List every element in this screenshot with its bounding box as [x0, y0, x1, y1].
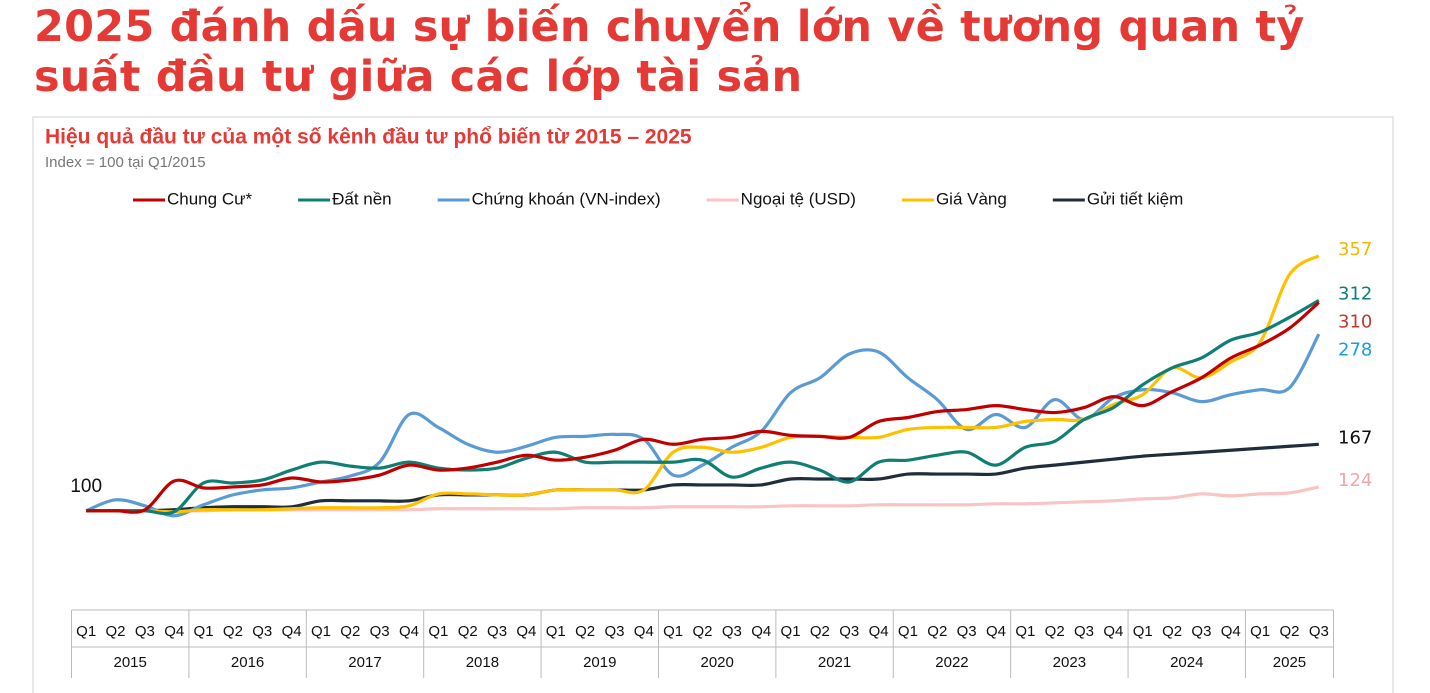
x-group-label: 2021 [818, 654, 851, 671]
x-tick-label: Q4 [869, 623, 889, 640]
x-tick-label: Q2 [692, 623, 712, 640]
x-tick-label: Q3 [1191, 623, 1211, 640]
x-group-label: 2017 [348, 654, 381, 671]
legend-label: Giá Vàng [936, 189, 1007, 208]
x-tick-label: Q3 [957, 623, 977, 640]
x-tick-label: Q2 [458, 623, 478, 640]
end-label: 357 [1338, 239, 1372, 260]
x-tick-label: Q3 [370, 623, 390, 640]
x-tick-label: Q3 [252, 623, 272, 640]
x-group-label: 2016 [231, 654, 264, 671]
x-group-label: 2022 [935, 654, 968, 671]
x-group-label: 2025 [1273, 654, 1306, 671]
series-line [86, 442, 1319, 513]
x-tick-label: Q3 [722, 623, 742, 640]
x-tick-label: Q1 [546, 623, 566, 640]
x-group-label: 2024 [1170, 654, 1203, 671]
start-label: 100 [70, 476, 102, 497]
x-tick-label: Q3 [487, 623, 507, 640]
series-line [85, 333, 1321, 518]
x-tick-label: Q3 [604, 623, 624, 640]
x-tick-label: Q3 [135, 623, 155, 640]
end-label: 167 [1338, 427, 1372, 448]
x-tick-label: Q2 [575, 623, 595, 640]
x-tick-label: Q2 [106, 623, 126, 640]
x-tick-label: Q2 [223, 623, 243, 640]
x-tick-label: Q1 [781, 623, 801, 640]
legend-label: Chứng khoán (VN-index) [472, 189, 661, 208]
x-tick-label: Q1 [76, 623, 96, 640]
x-tick-label: Q4 [751, 623, 771, 640]
legend-label: Gửi tiết kiệm [1087, 189, 1183, 208]
series-line [86, 254, 1320, 514]
x-tick-label: Q4 [986, 623, 1006, 640]
x-tick-label: Q4 [282, 623, 302, 640]
x-tick-label: Q1 [1015, 623, 1035, 640]
x-tick-label: Q1 [1133, 623, 1153, 640]
legend-label: Đất nền [332, 189, 392, 208]
chart-title: Hiệu quả đầu tư của một số kênh đầu tư p… [45, 126, 692, 149]
series-line [86, 299, 1320, 516]
x-group-label: 2020 [700, 654, 733, 671]
end-label: 124 [1338, 470, 1372, 491]
x-group-label: 2019 [583, 654, 616, 671]
legend-label: Ngoại tệ (USD) [741, 189, 856, 208]
chart-frame [32, 116, 1394, 693]
x-tick-label: Q2 [810, 623, 830, 640]
x-tick-label: Q1 [663, 623, 683, 640]
x-tick-label: Q2 [340, 623, 360, 640]
x-group-label: 2018 [466, 654, 499, 671]
x-tick-label: Q2 [927, 623, 947, 640]
x-tick-label: Q1 [1250, 623, 1270, 640]
x-group-label: 2023 [1053, 654, 1086, 671]
x-tick-label: Q2 [1045, 623, 1065, 640]
chart-subtitle: Index = 100 tại Q1/2015 [45, 154, 206, 171]
x-tick-label: Q4 [516, 623, 536, 640]
x-tick-label: Q4 [399, 623, 419, 640]
x-group-label: 2015 [114, 654, 147, 671]
x-tick-label: Q2 [1279, 623, 1299, 640]
series-line [86, 301, 1320, 514]
x-tick-label: Q3 [1309, 623, 1329, 640]
end-label: 312 [1338, 283, 1372, 304]
x-tick-label: Q1 [898, 623, 918, 640]
end-label: 310 [1338, 311, 1372, 332]
headline: 2025 đánh dấu sự biến chuyển lớn về tươn… [34, 2, 1305, 102]
x-tick-label: Q3 [1074, 623, 1094, 640]
x-tick-label: Q4 [164, 623, 184, 640]
x-tick-label: Q1 [428, 623, 448, 640]
legend-label: Chung Cư* [167, 189, 252, 208]
x-tick-label: Q2 [1162, 623, 1182, 640]
x-tick-label: Q4 [634, 623, 654, 640]
x-tick-label: Q1 [194, 623, 214, 640]
x-tick-label: Q4 [1221, 623, 1241, 640]
x-tick-label: Q3 [839, 623, 859, 640]
x-tick-label: Q1 [311, 623, 331, 640]
end-label: 278 [1338, 339, 1372, 360]
x-tick-label: Q4 [1103, 623, 1123, 640]
